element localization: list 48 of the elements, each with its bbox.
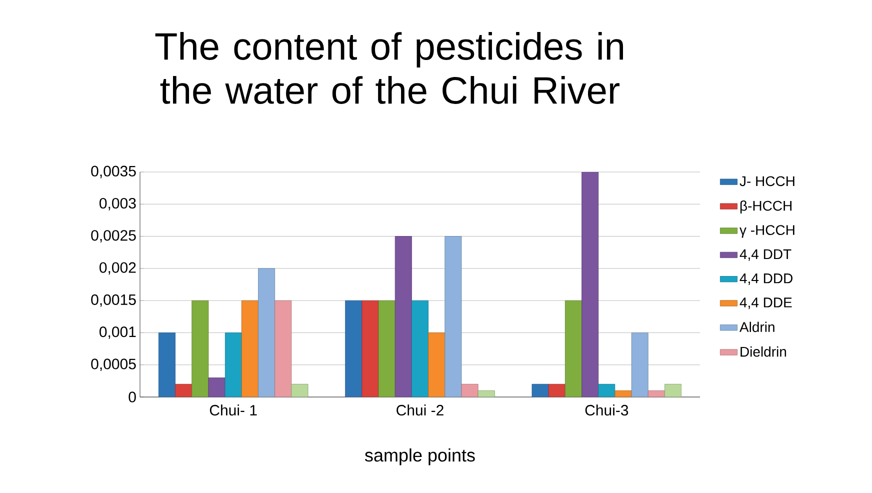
bar — [412, 300, 428, 397]
bar — [631, 332, 648, 397]
chart-title: The content of pesticides in the water of the Chui River — [155, 32, 623, 104]
bar — [175, 384, 192, 397]
y-tick-label: 0,0005 — [91, 358, 136, 372]
bar — [158, 332, 176, 397]
bar — [444, 236, 462, 397]
bar — [614, 390, 632, 397]
legend-label: J- HCCH — [740, 176, 794, 186]
x-tick-label: Chui -2 — [396, 404, 444, 416]
x-axis-title: sample points — [364, 448, 475, 466]
x-tick-label: Chui-3 — [585, 404, 628, 416]
y-tick-label: 0,001 — [100, 326, 136, 339]
bar — [394, 236, 412, 397]
bar — [345, 300, 362, 397]
legend-label: Aldrin — [740, 322, 774, 332]
legend-label: 4,4 DDE — [740, 298, 792, 310]
bar — [378, 300, 396, 397]
bar — [582, 172, 599, 397]
bar — [192, 300, 209, 397]
bar — [241, 300, 258, 397]
legend-label: 4,4 DDD — [740, 274, 792, 285]
legend-label: 4,4 DDT — [740, 249, 792, 261]
bar — [598, 384, 616, 397]
y-tick-label: 0,003 — [100, 198, 136, 210]
y-tick-label: 0,0025 — [91, 230, 136, 242]
bar — [428, 332, 446, 397]
bar — [291, 384, 308, 397]
legend-label: β-HCCH — [740, 200, 792, 214]
bar — [274, 300, 292, 397]
bar — [208, 378, 226, 397]
bar — [532, 384, 549, 397]
bar — [664, 384, 682, 397]
bar — [564, 300, 582, 397]
y-tick-label: 0,002 — [100, 262, 136, 275]
bar — [648, 390, 665, 397]
y-tick-label: 0 — [128, 392, 136, 402]
y-tick-label: 0,0015 — [91, 294, 136, 307]
x-tick-label: Chui- 1 — [210, 404, 257, 416]
bar — [362, 300, 379, 397]
bar — [258, 268, 276, 397]
legend-label: γ -HCCH — [740, 225, 794, 238]
bar — [224, 332, 242, 397]
bar — [461, 384, 478, 397]
legend-label: Dieldrin — [740, 346, 786, 357]
y-tick-label: 0,0035 — [91, 166, 136, 178]
bar — [478, 390, 495, 397]
bar — [548, 384, 566, 397]
